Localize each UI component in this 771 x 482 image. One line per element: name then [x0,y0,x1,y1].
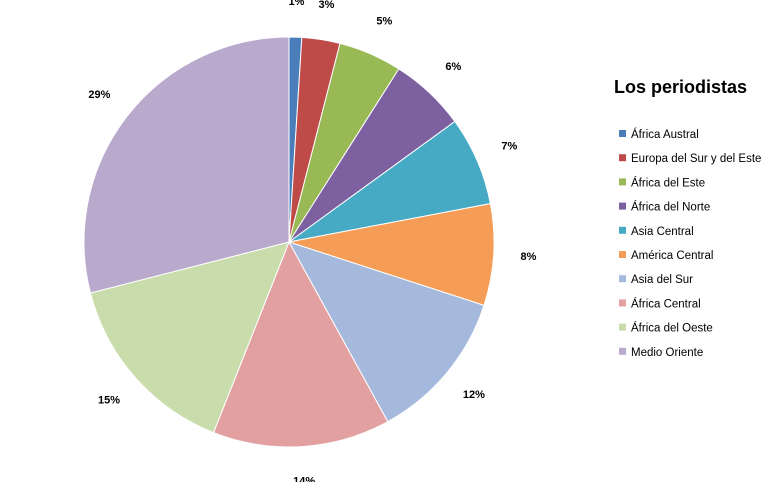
legend-item: Asia Central [619,226,694,238]
pie-slices [83,36,495,448]
legend-item: África del Oeste [619,322,713,335]
legend-swatch [619,275,626,283]
pie-slice [83,36,290,294]
legend-swatch [619,130,626,137]
legend-swatch [619,347,626,355]
legend-label: África del Oeste [631,322,713,335]
legend-label: Asia Central [631,226,694,238]
legend-item: Asia del Sur [619,274,693,286]
legend-swatch [619,323,626,331]
legend-items: África Austral Europa del Sur y del Este Á… [619,128,761,359]
legend-item: Europa del Sur y del Este [619,153,761,165]
legend-swatch [619,202,626,210]
legend-swatch [619,178,626,186]
legend-label: África del Este [631,176,705,189]
data-label: 15% [98,395,120,407]
data-label: 7% [501,141,517,153]
chart-title: Los periodistas [614,77,747,97]
pie-slice [89,241,290,434]
data-label: 14% [293,475,315,482]
legend-swatch [619,226,626,234]
data-label: 29% [88,89,110,101]
legend-item: América Central [619,250,713,262]
legend-item: África del Norte [619,201,710,214]
legend-label: África Central [631,297,701,310]
data-label: 12% [463,389,485,401]
legend-label: América Central [631,250,713,262]
legend-label: Asia del Sur [631,274,693,286]
legend-item: África del Este [619,176,705,189]
legend-swatch [619,299,626,307]
legend-label: Medio Oriente [631,347,703,359]
pie-slice [212,240,389,448]
legend-label: Europa del Sur y del Este [631,153,761,165]
data-label: 1% [289,0,305,8]
data-label: 8% [521,251,537,263]
data-label: 5% [376,16,392,28]
legend-item: África Central [619,297,701,310]
legend-item: África Austral [619,128,699,141]
data-label: 6% [445,61,461,73]
legend-label: África Austral [631,128,699,141]
data-labels: 1% 3% 5% 6% 7% 8% 12% 14% 15% 29% [88,0,536,482]
legend-label: África del Norte [631,201,710,214]
data-label: 3% [319,0,335,11]
pie-slice [287,241,485,423]
legend-swatch [619,154,626,162]
pie-slice [288,203,495,306]
legend-swatch [619,251,626,258]
legend: Los periodistas África Austral Europa del… [614,77,761,359]
legend-item: Medio Oriente [619,347,703,359]
